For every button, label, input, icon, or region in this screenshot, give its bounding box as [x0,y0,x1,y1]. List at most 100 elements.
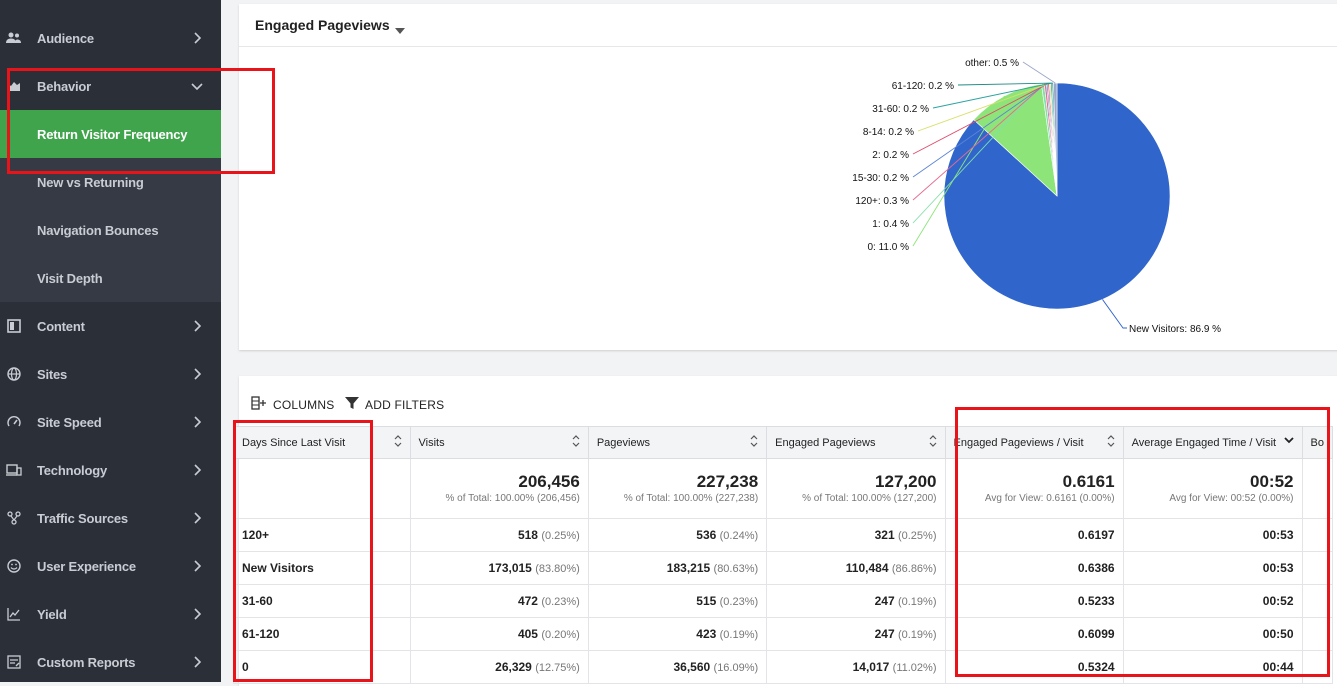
chevron-right-icon [191,464,203,476]
visits-cell: 472 (0.23%) [409,584,589,618]
totals-cell [233,458,411,519]
engaged-pageviews-cell: 110,484 (86.86%) [766,551,946,585]
dimension-cell[interactable]: 61-120 [233,617,411,651]
people-icon [6,30,22,46]
bounces-cell [1301,584,1333,618]
engaged-time-cell: 00:44 [1122,650,1303,684]
engaged-pageviews-cell: 14,017 (11.02%) [766,650,946,684]
totals-cell: 227,238% of Total: 100.00% (227,238) [587,458,768,519]
pie-leader-line [912,82,1049,155]
engaged-per-visit-cell: 0.5324 [944,650,1124,684]
sidebar-item-return-visitor-frequency[interactable]: Return Visitor Frequency [0,110,221,158]
column-header-bounces[interactable]: Bo [1301,426,1333,459]
sort-icon[interactable] [1107,435,1115,450]
add-filters-button[interactable]: ADD FILTERS [345,396,444,413]
bounces-cell [1301,617,1333,651]
smiley-icon [6,558,22,574]
engaged-time-cell: 00:53 [1122,551,1303,585]
table-row[interactable]: 120+ 518 (0.25%) 536 (0.24%) 321 (0.25%)… [233,518,1333,552]
pie-slice-label: 120+: 0.3 % [855,196,909,207]
chevron-right-icon [191,416,203,428]
pageviews-cell: 423 (0.19%) [587,617,768,651]
totals-cell: 206,456% of Total: 100.00% (206,456) [409,458,589,519]
engaged-per-visit-cell: 0.6386 [944,551,1124,585]
chart-header: Engaged Pageviews [239,4,1337,47]
dimension-cell[interactable]: 0 [233,650,411,684]
pie-slice-label: 0: 11.0 % [867,242,909,253]
pageviews-cell: 36,560 (16.09%) [587,650,768,684]
chart-panel: Engaged Pageviews New Visitors: 86.9 % 0:… [239,4,1337,350]
column-header-visits[interactable]: Visits [409,426,589,459]
sidebar-item-content[interactable]: Content [0,302,221,350]
pie-leader-line [912,95,1005,247]
pie-slice-label: 61-120: 0.2 % [892,81,954,92]
table-header-row: Days Since Last Visit Visits Pageviews E… [233,426,1333,459]
sidebar-item-navigation-bounces[interactable]: Navigation Bounces [37,222,159,238]
sidebar-item-audience[interactable]: Audience [0,14,221,62]
totals-cell [1301,458,1333,519]
report-table-panel: COLUMNS ADD FILTERS Days Since Last Visi… [233,376,1337,686]
sort-icon[interactable] [750,435,758,450]
column-header-engaged-pageviews[interactable]: Engaged Pageviews [766,426,946,459]
totals-cell: 127,200% of Total: 100.00% (127,200) [766,458,946,519]
devices-icon [6,462,22,478]
sidebar-item-site-speed[interactable]: Site Speed [0,398,221,446]
engaged-per-visit-cell: 0.5233 [944,584,1124,618]
column-header-pageviews[interactable]: Pageviews [587,426,768,459]
columns-button[interactable]: COLUMNS [251,396,334,413]
report-table: Days Since Last Visit Visits Pageviews E… [233,426,1333,684]
sidebar-item-technology[interactable]: Technology [0,446,221,494]
column-header-average-engaged-time[interactable]: Average Engaged Time / Visit [1122,426,1303,459]
sidebar-item-custom-reports[interactable]: Custom Reports [0,638,221,686]
sidebar-item-new-vs-returning[interactable]: New vs Returning [37,174,144,190]
dimension-cell[interactable]: New Visitors [233,551,411,585]
sidebar-item-traffic-sources[interactable]: Traffic Sources [0,494,221,542]
pie-slice-label: 2: 0.2 % [872,150,909,161]
pie-leader-line [912,83,1046,201]
sidebar-item-user-experience[interactable]: User Experience [0,542,221,590]
pie-slice-label: New Visitors: 86.9 % [1129,324,1221,335]
visits-cell: 26,329 (12.75%) [409,650,589,684]
engaged-pageviews-cell: 321 (0.25%) [766,518,946,552]
sidebar-item-visit-depth[interactable]: Visit Depth [37,270,103,286]
sidebar-item-yield[interactable]: Yield [0,590,221,638]
visits-cell: 518 (0.25%) [409,518,589,552]
columns-icon [251,396,267,413]
bounces-cell [1301,551,1333,585]
sort-icon[interactable] [572,435,580,450]
engaged-time-cell: 00:50 [1122,617,1303,651]
sidebar-item-sites[interactable]: Sites [0,350,221,398]
table-row[interactable]: 0 26,329 (12.75%) 36,560 (16.09%) 14,017… [233,650,1333,684]
dimension-cell[interactable]: 120+ [233,518,411,552]
sort-icon[interactable] [394,435,402,450]
metric-selector-label[interactable]: Engaged Pageviews [255,17,390,33]
engaged-pageviews-cell: 247 (0.19%) [766,584,946,618]
bounces-cell [1301,518,1333,552]
pie-slice-label: 8-14: 0.2 % [863,127,914,138]
chevron-right-icon [191,656,203,668]
caret-down-icon[interactable] [395,21,405,39]
pie-slice-label: 1: 0.4 % [872,219,909,230]
visits-cell: 405 (0.20%) [409,617,589,651]
engaged-per-visit-cell: 0.6197 [944,518,1124,552]
column-header-days-since-last-visit[interactable]: Days Since Last Visit [233,426,411,459]
table-row[interactable]: 61-120 405 (0.20%) 423 (0.19%) 247 (0.19… [233,617,1333,651]
totals-row: 206,456% of Total: 100.00% (206,456) 227… [233,458,1333,519]
table-row[interactable]: New Visitors 173,015 (83.80%) 183,215 (8… [233,551,1333,585]
pie-chart: New Visitors: 86.9 % 0: 11.0 % 1: 0.4 % 120… [852,58,1221,335]
sort-icon[interactable] [929,435,937,450]
dimension-cell[interactable]: 31-60 [233,584,411,618]
table-row[interactable]: 31-60 472 (0.23%) 515 (0.23%) 247 (0.19%… [233,584,1333,618]
pie-slice-label: 15-30: 0.2 % [852,173,909,184]
behavior-icon [6,78,22,94]
column-header-engaged-pageviews-per-visit[interactable]: Engaged Pageviews / Visit [944,426,1124,459]
totals-cell: 00:52 Avg for View: 00:52 (0.00%) [1122,458,1303,519]
chevron-right-icon [191,368,203,380]
content-icon [6,318,22,334]
pageviews-cell: 183,215 (80.63%) [587,551,768,585]
sidebar-item-behavior[interactable]: Behavior [0,62,221,110]
pie-leader-line [912,83,1048,178]
sort-desc-icon[interactable] [1283,435,1294,447]
pageviews-cell: 515 (0.23%) [587,584,768,618]
engaged-time-cell: 00:53 [1122,518,1303,552]
